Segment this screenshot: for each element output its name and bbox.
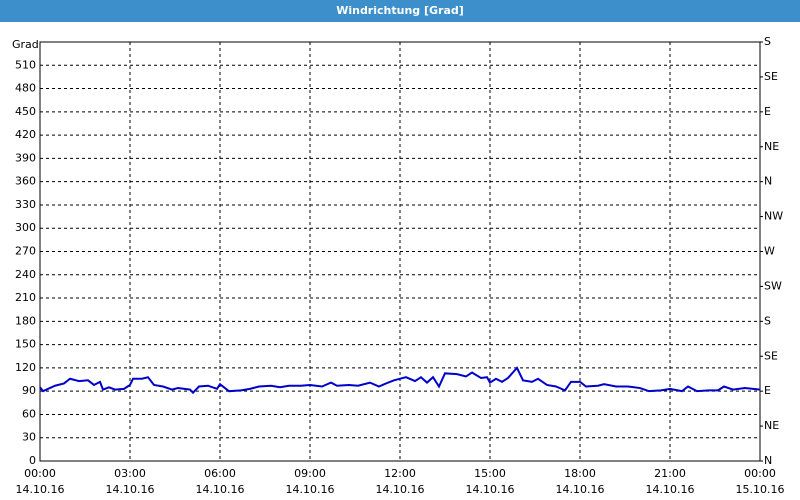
y2-tick-label: NE bbox=[764, 140, 779, 153]
x-tick-label: 14.10.16 bbox=[466, 483, 515, 496]
y2-tick-label: NE bbox=[764, 419, 779, 432]
y-tick-label: 90 bbox=[22, 384, 36, 397]
x-tick-label: 00:00 bbox=[744, 467, 776, 480]
y2-tick-label: E bbox=[764, 384, 771, 397]
y-tick-label: 480 bbox=[15, 82, 36, 95]
y2-tick-label: SW bbox=[764, 279, 782, 292]
y2-tick-label: N bbox=[764, 454, 772, 467]
x-tick-label: 06:00 bbox=[204, 467, 236, 480]
y2-tick-label: NW bbox=[764, 210, 783, 223]
y-tick-label: 30 bbox=[22, 431, 36, 444]
y2-tick-label: N bbox=[764, 175, 772, 188]
x-tick-label: 14.10.16 bbox=[556, 483, 605, 496]
y-tick-label: 270 bbox=[15, 245, 36, 258]
y2-tick-label: S bbox=[764, 35, 771, 48]
x-tick-label: 18:00 bbox=[564, 467, 596, 480]
y-tick-label: 60 bbox=[22, 407, 36, 420]
x-tick-label: 14.10.16 bbox=[376, 483, 425, 496]
title-bar: Windrichtung [Grad] bbox=[0, 0, 800, 22]
y-tick-label: 210 bbox=[15, 291, 36, 304]
y-tick-label: 390 bbox=[15, 151, 36, 164]
y2-tick-label: SE bbox=[764, 70, 778, 83]
y-axis-label: Grad bbox=[12, 38, 39, 51]
plot-border bbox=[39, 41, 761, 462]
y2-tick-label: S bbox=[764, 314, 771, 327]
y-tick-label: 150 bbox=[15, 338, 36, 351]
y-tick-label: 420 bbox=[15, 128, 36, 141]
y2-tick-label: W bbox=[764, 245, 775, 258]
y-tick-label: 360 bbox=[15, 175, 36, 188]
y2-tick-label: SE bbox=[764, 349, 778, 362]
y-tick-label: 450 bbox=[15, 105, 36, 118]
x-tick-label: 14.10.16 bbox=[16, 483, 65, 496]
x-tick-label: 14.10.16 bbox=[106, 483, 155, 496]
y2-tick-label: E bbox=[764, 105, 771, 118]
data-line bbox=[39, 366, 761, 395]
x-tick-label: 09:00 bbox=[294, 467, 326, 480]
x-tick-label: 15:00 bbox=[474, 467, 506, 480]
x-tick-label: 00:00 bbox=[24, 467, 56, 480]
x-tick-label: 03:00 bbox=[114, 467, 146, 480]
y-tick-label: 300 bbox=[15, 221, 36, 234]
x-tick-label: 14.10.16 bbox=[286, 483, 335, 496]
y-tick-label: 180 bbox=[15, 314, 36, 327]
y-tick-label: 510 bbox=[15, 58, 36, 71]
y-tick-label: 0 bbox=[29, 454, 36, 467]
y-tick-label: 120 bbox=[15, 361, 36, 374]
x-tick-label: 12:00 bbox=[384, 467, 416, 480]
y-tick-label: 240 bbox=[15, 268, 36, 281]
x-tick-label: 14.10.16 bbox=[646, 483, 695, 496]
x-tick-label: 21:00 bbox=[654, 467, 686, 480]
y-tick-label: 330 bbox=[15, 198, 36, 211]
chart: Grad 0 30 60 90 120 150 180 210 240 270 300 330 360 3… bbox=[12, 35, 785, 496]
x-tick-label: 15.10.16 bbox=[736, 483, 785, 496]
x-tick-label: 14.10.16 bbox=[196, 483, 245, 496]
